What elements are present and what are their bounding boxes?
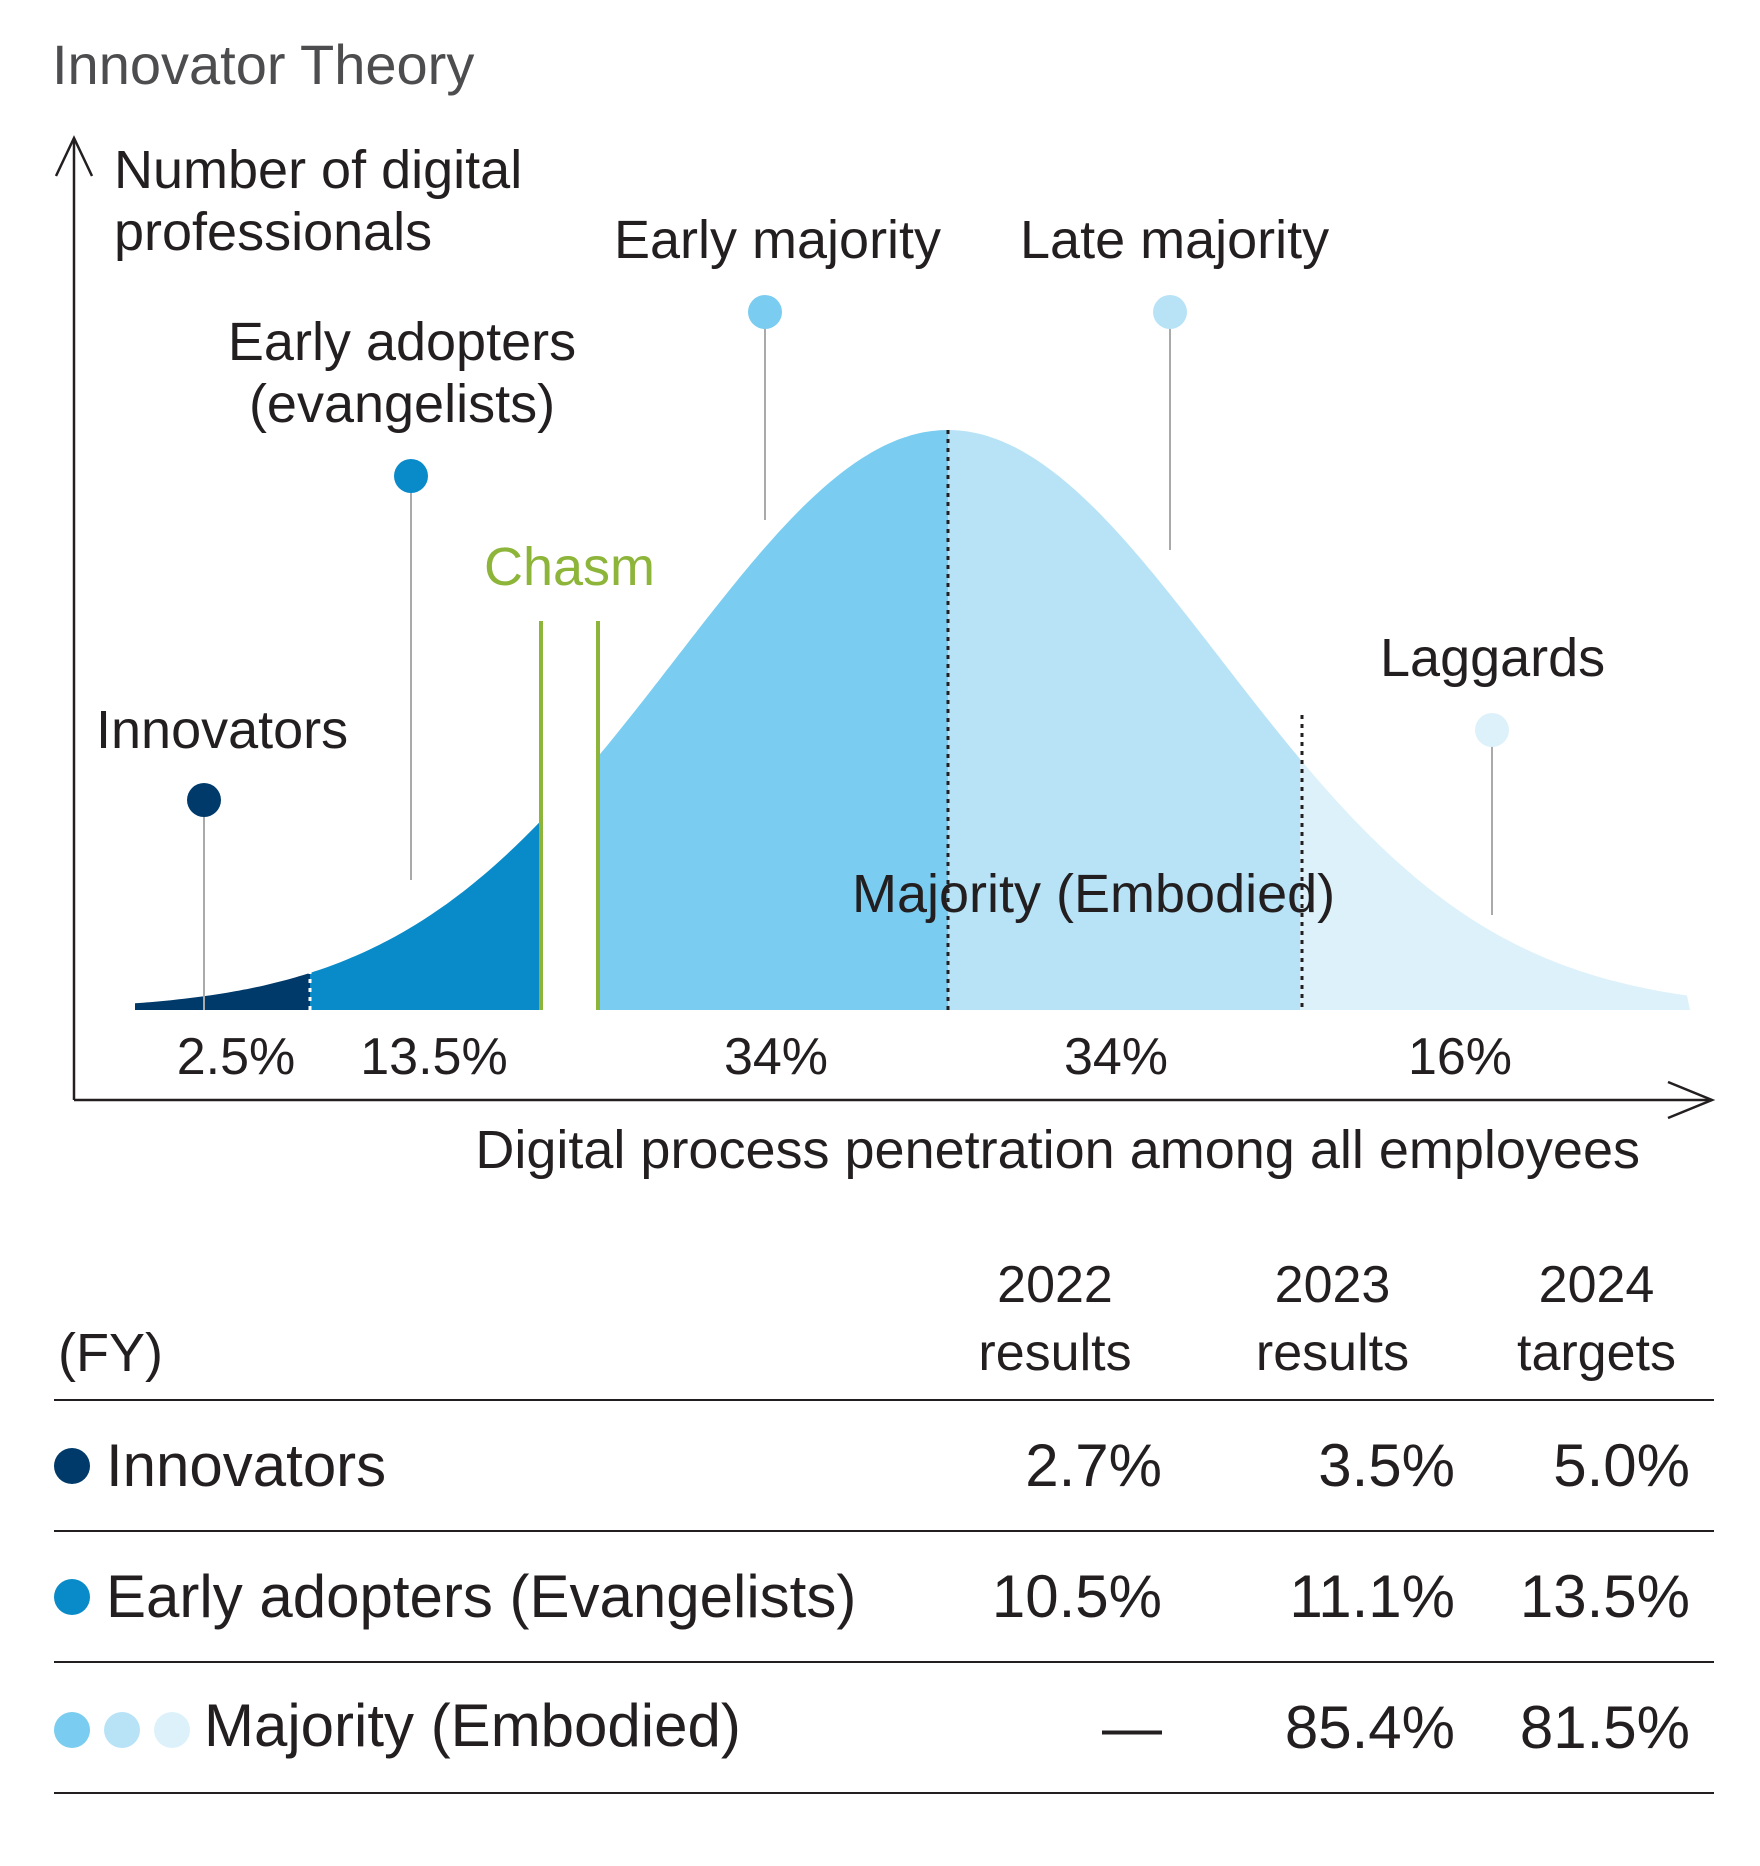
row-label: Innovators [106, 1432, 387, 1499]
y-axis-arrowhead [54, 135, 94, 177]
row-label-cell: Innovators [54, 1400, 924, 1531]
leader-lines [203, 312, 1493, 1010]
legend-dot-icon [54, 1712, 90, 1749]
diagram-title: Innovator Theory [52, 33, 474, 96]
column-kind: results [978, 1324, 1132, 1382]
row-label-cell: Majority (Embodied) [54, 1662, 924, 1793]
label-early-majority: Early majority [614, 210, 941, 270]
value-2024: 5.0% [1553, 1432, 1690, 1499]
column-header-2024: 2024 targets [1479, 1230, 1714, 1400]
results-table: (FY) 2022 results 2023 results 2024 targ… [54, 1230, 1714, 1794]
column-kind: targets [1517, 1324, 1676, 1382]
row-label-cell: Early adopters (Evangelists) [54, 1531, 924, 1662]
label-laggards: Laggards [1380, 628, 1605, 688]
results-table-header: (FY) 2022 results 2023 results 2024 targ… [54, 1230, 1714, 1400]
marker-dot-innovators [187, 783, 221, 817]
value-2023: 3.5% [1318, 1432, 1455, 1499]
value-2023: 85.4% [1284, 1694, 1455, 1761]
legend-dot-icon [154, 1712, 190, 1749]
header-row: (FY) 2022 results 2023 results 2024 targ… [54, 1230, 1714, 1400]
marker-dot-early-majority [748, 295, 782, 329]
innovator-diagram: Innovator Theory Chasm [52, 33, 1716, 1180]
share-laggards: 16% [1408, 1028, 1512, 1086]
legend-dot-icon [54, 1448, 90, 1485]
value-2023: 11.1% [1289, 1563, 1455, 1630]
row-label: Majority (Embodied) [204, 1691, 741, 1759]
share-early-adopters: 13.5% [360, 1028, 507, 1086]
legend-dot-icon [54, 1579, 90, 1616]
row-label: Early adopters (Evangelists) [106, 1563, 857, 1630]
column-kind: results [1255, 1324, 1410, 1382]
fy-label: (FY) [58, 1323, 163, 1383]
value-2022: — [1102, 1694, 1162, 1761]
label-majority-embodied: Majority (Embodied) [852, 864, 1335, 924]
y-axis-label-line2: professionals [114, 202, 432, 262]
value-2024: 81.5% [1519, 1694, 1690, 1761]
value-2022: 2.7% [1025, 1432, 1162, 1499]
column-year: 2024 [1538, 1256, 1655, 1314]
label-late-majority: Late majority [1020, 210, 1329, 270]
axes [54, 135, 1716, 1120]
share-innovators: 2.5% [177, 1028, 296, 1086]
label-innovators: Innovators [96, 700, 348, 760]
x-axis-label: Digital process penetration among all em… [475, 1120, 1640, 1180]
chasm-label: Chasm [484, 537, 655, 597]
share-early-majority: 34% [724, 1028, 828, 1086]
value-2024: 13.5% [1519, 1563, 1690, 1630]
column-year: 2023 [1274, 1256, 1391, 1314]
column-year: 2022 [997, 1256, 1113, 1314]
results-table-body: Innovators 2.7% 3.5% 5.0% Early adopters… [54, 1400, 1714, 1793]
y-axis-label-line1: Number of digital [114, 140, 522, 200]
table-row-innovators: Innovators 2.7% 3.5% 5.0% [54, 1400, 1714, 1531]
segment-laggards [1300, 430, 1690, 1010]
table-row-majority: Majority (Embodied) — 85.4% 81.5% [54, 1662, 1714, 1793]
value-2022: 10.5% [991, 1563, 1162, 1630]
marker-dot-laggards [1475, 713, 1509, 747]
legend-dot-icon [104, 1712, 140, 1749]
column-header-2023: 2023 results [1186, 1230, 1479, 1400]
x-axis-arrowhead [1667, 1080, 1716, 1120]
table-row-early-adopters: Early adopters (Evangelists) 10.5% 11.1%… [54, 1531, 1714, 1662]
legend-dots-group [54, 1695, 204, 1764]
marker-dot-late-majority [1153, 295, 1187, 329]
marker-dot-early-adopters [394, 459, 428, 493]
label-early-adopters-line2: (evangelists) [249, 374, 555, 434]
column-header-2022: 2022 results [924, 1230, 1186, 1400]
label-early-adopters-line1: Early adopters [228, 312, 576, 372]
share-late-majority: 34% [1064, 1028, 1168, 1086]
